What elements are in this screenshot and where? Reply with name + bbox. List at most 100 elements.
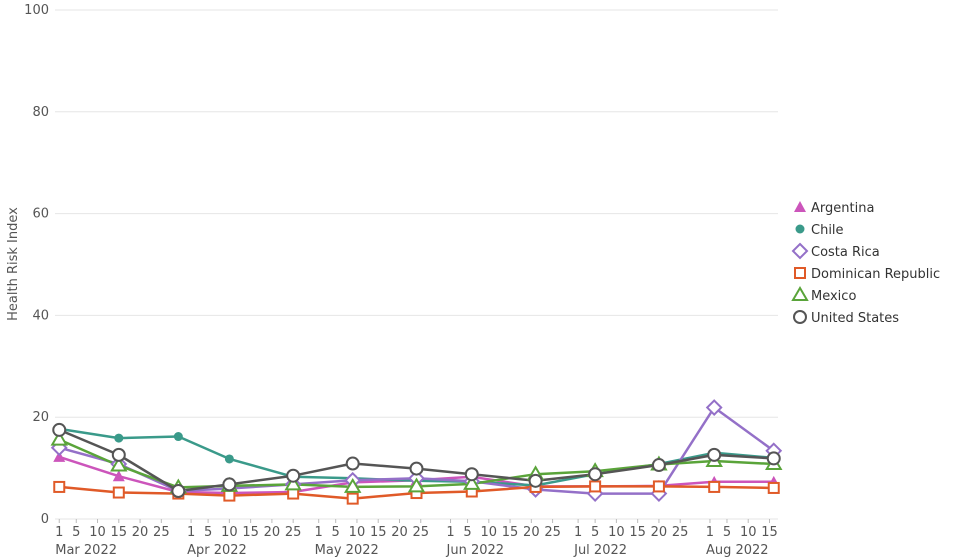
x-tick-label: 1	[446, 525, 454, 540]
data-point-dominican-republic	[53, 480, 66, 493]
x-tick-label: 10	[349, 525, 366, 540]
data-point-mexico	[463, 474, 481, 490]
data-point-united-states	[651, 458, 666, 473]
x-month-label: Aug 2022	[706, 543, 769, 558]
x-tick-label: 25	[153, 525, 170, 540]
data-point-argentina	[53, 450, 66, 462]
x-month-label: Jun 2022	[446, 543, 505, 558]
data-point-united-states	[528, 473, 543, 488]
data-point-chile	[224, 454, 234, 464]
x-axis: 1 5 10 15 20 25 1 5 10 15 20 25 1 5 10 15 20 25 1 5 10 15 20 25…	[55, 519, 778, 558]
data-point-united-states	[222, 477, 237, 492]
data-point-mexico	[50, 430, 68, 446]
data-point-united-states	[345, 456, 360, 471]
data-point-mexico	[343, 477, 362, 493]
legend-label-dominican-republic: Dominican Republic	[811, 267, 940, 282]
x-tick-label: 5	[463, 525, 471, 540]
data-point-united-states	[171, 484, 186, 499]
y-tick-label: 0	[41, 512, 49, 527]
data-point-united-states	[52, 422, 67, 437]
x-tick-label: 15	[502, 525, 519, 540]
legend-marker-chile	[795, 224, 805, 234]
x-tick-label: 15	[370, 525, 387, 540]
legend-label-mexico: Mexico	[811, 289, 856, 304]
grid	[55, 9, 778, 520]
x-tick-label: 5	[591, 525, 599, 540]
x-tick-label: 5	[723, 525, 731, 540]
data-point-united-states	[286, 468, 301, 483]
x-tick-label: 25	[544, 525, 561, 540]
legend-label-chile: Chile	[811, 223, 844, 238]
x-tick-label: 10	[89, 525, 106, 540]
x-tick-label: 20	[391, 525, 408, 540]
legend-item-chile[interactable]: Chile	[795, 223, 844, 238]
legend: Argentina Chile Costa Rica Dominican Republ…	[791, 201, 940, 326]
x-tick-label: 20	[132, 525, 149, 540]
data-point-united-states	[464, 467, 479, 482]
data-point-argentina	[112, 470, 125, 482]
legend-marker-dominican-republic	[794, 267, 806, 279]
y-tick-label: 60	[32, 207, 49, 222]
legend-marker-costa-rica	[791, 242, 809, 260]
data-point-mexico	[407, 477, 426, 493]
x-tick-label: 5	[72, 525, 80, 540]
y-tick-label: 80	[32, 105, 49, 120]
data-point-chile	[114, 433, 124, 443]
x-tick-label: 1	[315, 525, 323, 540]
legend-marker-united-states	[793, 310, 807, 324]
x-tick-label: 1	[55, 525, 63, 540]
legend-label-argentina: Argentina	[811, 201, 874, 216]
legend-marker-argentina	[794, 201, 806, 212]
data-point-dominican-republic	[223, 489, 236, 502]
x-month-label: Apr 2022	[187, 543, 247, 558]
data-point-dominican-republic	[589, 480, 602, 493]
x-tick-label: 25	[412, 525, 429, 540]
x-tick-label: 10	[608, 525, 625, 540]
data-point-mexico	[110, 456, 128, 472]
x-tick-label: 25	[672, 525, 689, 540]
legend-item-united-states[interactable]: United States	[793, 310, 899, 326]
legend-item-costa-rica[interactable]: Costa Rica	[791, 242, 880, 260]
x-tick-label: 15	[242, 525, 259, 540]
x-tick-label: 5	[332, 525, 340, 540]
x-month-label: Jul 2022	[573, 543, 627, 558]
x-tick-label: 20	[264, 525, 281, 540]
legend-item-mexico[interactable]: Mexico	[791, 286, 856, 304]
x-tick-label: 20	[651, 525, 668, 540]
data-point-united-states	[588, 467, 603, 482]
x-tick-label: 10	[740, 525, 757, 540]
legend-marker-mexico	[791, 286, 809, 301]
data-point-mexico	[284, 475, 302, 491]
data-point-united-states	[766, 451, 781, 466]
y-tick-label: 20	[32, 410, 49, 425]
x-tick-label: 15	[111, 525, 128, 540]
legend-item-argentina[interactable]: Argentina	[794, 201, 874, 216]
x-tick-label: 15	[761, 525, 778, 540]
x-month-label: Mar 2022	[55, 543, 117, 558]
x-tick-label: 20	[523, 525, 540, 540]
data-point-dominican-republic	[112, 486, 125, 499]
data-point-dominican-republic	[708, 480, 721, 493]
data-point-dominican-republic	[346, 492, 359, 505]
data-point-dominican-republic	[652, 480, 665, 493]
x-tick-label: 1	[574, 525, 582, 540]
x-tick-label: 25	[285, 525, 302, 540]
x-tick-label: 15	[629, 525, 646, 540]
legend-item-dominican-republic[interactable]: Dominican Republic	[794, 267, 940, 282]
series-markers	[50, 399, 783, 505]
x-tick-label: 1	[187, 525, 195, 540]
y-tick-label: 40	[32, 308, 49, 323]
data-point-costa-rica	[705, 399, 723, 416]
legend-label-costa-rica: Costa Rica	[811, 245, 880, 260]
data-point-chile	[173, 432, 183, 442]
data-point-united-states	[707, 447, 722, 462]
legend-label-united-states: United States	[811, 311, 899, 326]
x-tick-label: 10	[221, 525, 238, 540]
y-axis-ticks: 0 20 40 60 80 100	[24, 3, 49, 527]
y-tick-label: 100	[24, 3, 49, 18]
x-tick-label: 1	[706, 525, 714, 540]
data-point-united-states	[111, 447, 126, 462]
x-tick-label: 10	[481, 525, 498, 540]
x-tick-label: 5	[204, 525, 212, 540]
